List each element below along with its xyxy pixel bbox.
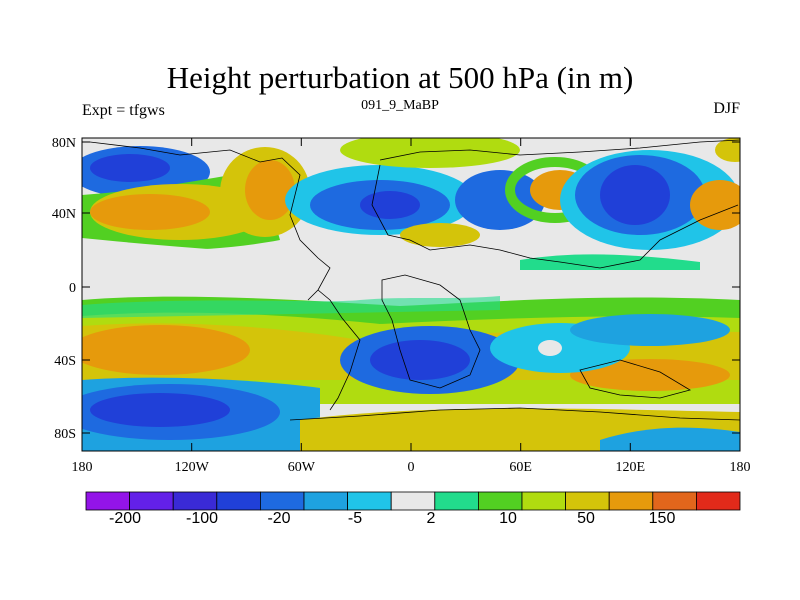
height-field	[82, 138, 740, 451]
lon-tick-label: 120W	[175, 460, 210, 475]
colorbar-label: 2	[427, 510, 436, 527]
lat-tick-label: 80S	[54, 427, 76, 442]
lat-tick-label: 0	[69, 281, 76, 296]
colorbar-label: 150	[649, 510, 676, 527]
colorbar-swatch	[434, 491, 479, 511]
colorbar-label: -200	[109, 510, 141, 527]
colorbar-swatch	[608, 491, 654, 511]
coastline-outline	[89, 139, 740, 421]
lon-tick-label: 120E	[616, 460, 646, 475]
experiment-label: Expt = tfgws	[82, 102, 165, 119]
colorbar-swatch	[521, 491, 566, 511]
colorbar-swatch	[172, 491, 218, 511]
colorbar-swatch	[259, 491, 305, 511]
lon-tick-label: 180	[72, 460, 93, 475]
run-label: 091_9_MaBP	[361, 98, 439, 113]
colorbar-swatch	[85, 491, 130, 511]
colorbar-swatch	[347, 491, 392, 511]
colorbar-swatch	[565, 491, 610, 511]
colorbar-swatch	[303, 491, 348, 511]
colorbar-labels: -200 -100 -20 -5 2 10 50 150	[109, 510, 675, 527]
colorbar-label: -5	[348, 510, 362, 527]
colorbar-swatch	[216, 491, 261, 511]
colorbar-swatch	[129, 491, 174, 511]
colorbar-label: -20	[267, 510, 290, 527]
colorbar-label: 10	[499, 510, 517, 527]
colorbar-swatch	[652, 491, 697, 511]
lat-tick-label: 40S	[54, 354, 76, 369]
lon-tick-label: 60W	[288, 460, 316, 475]
lat-tick-label: 40N	[52, 207, 76, 222]
lat-axis: 80N 40N 0 40S 80S	[52, 136, 740, 442]
map-title: Height perturbation at 500 hPa (in m)	[166, 60, 634, 95]
lon-axis: 180 120W 60W 0 60E 120E 180	[72, 138, 751, 475]
colorbar-swatch	[696, 491, 741, 511]
lon-tick-label: 60E	[509, 460, 532, 475]
lon-tick-label: 0	[408, 460, 415, 475]
season-label: DJF	[713, 100, 740, 117]
lon-tick-label: 180	[730, 460, 751, 475]
colorbar-swatch	[390, 491, 436, 511]
colorbar-label: -100	[186, 510, 218, 527]
colorbar-label: 50	[577, 510, 595, 527]
colorbar-swatch	[477, 491, 523, 511]
colorbar	[85, 491, 741, 511]
lat-tick-label: 80N	[52, 136, 76, 151]
